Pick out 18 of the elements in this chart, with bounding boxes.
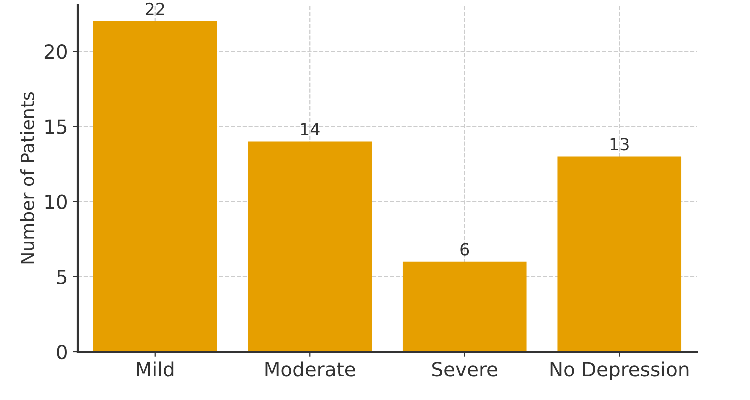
x-tick-label: Severe: [432, 362, 498, 377]
y-tick-label: 20: [44, 44, 67, 60]
data-label: 13: [610, 138, 629, 151]
y-tick-label: 15: [46, 120, 67, 134]
bar: [402, 262, 527, 352]
data-label: 14: [301, 123, 320, 136]
bar: [93, 22, 218, 352]
y-axis-title: Number of Patients: [20, 92, 34, 264]
y-tick-label: 0: [57, 344, 67, 360]
data-label: 22: [146, 2, 164, 16]
y-tick-label: 5: [57, 270, 67, 285]
x-tick-label: No Depression: [550, 362, 689, 381]
data-label: 6: [460, 243, 470, 256]
y-tick-label: 10: [46, 194, 67, 210]
x-tick-label: Moderate: [266, 362, 356, 377]
bar: [248, 142, 372, 352]
bar: [558, 156, 682, 352]
x-tick-label: Mild: [137, 362, 174, 377]
